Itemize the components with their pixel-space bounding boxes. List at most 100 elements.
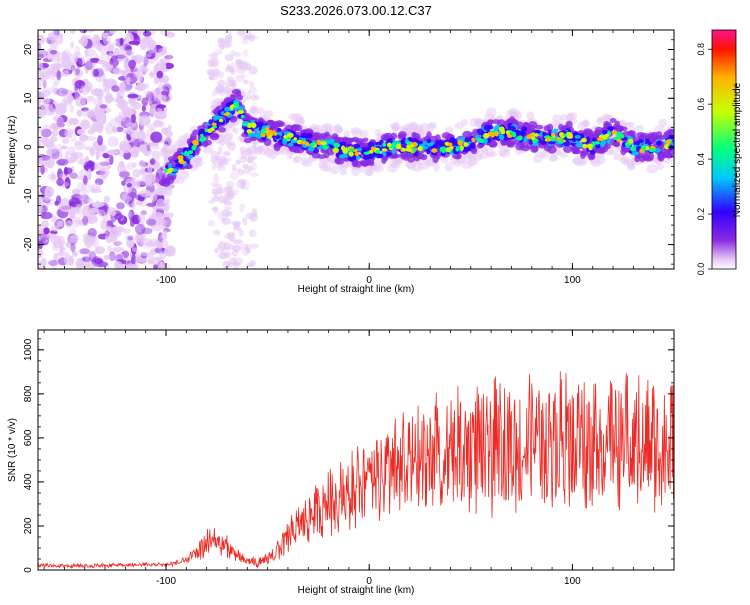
spectrogram-blob bbox=[167, 156, 177, 162]
spectrogram-blob bbox=[200, 133, 204, 138]
spectrogram-blob bbox=[93, 68, 99, 77]
spectrogram-blob bbox=[38, 141, 41, 148]
spectrogram-blob bbox=[343, 130, 350, 139]
y-tick-label: 20 bbox=[23, 44, 34, 56]
spectrogram-blob bbox=[224, 234, 232, 239]
spectrogram-blob bbox=[84, 61, 93, 71]
spectrogram-blob bbox=[76, 128, 86, 135]
spectrogram-blob bbox=[588, 130, 595, 139]
spectrogram-blob bbox=[233, 101, 239, 107]
spectrogram-blob bbox=[407, 123, 419, 130]
spectrogram-blob bbox=[141, 160, 146, 173]
spectrogram-blob bbox=[69, 234, 79, 239]
spectrogram-blob bbox=[507, 141, 514, 146]
spectrogram-blob bbox=[237, 110, 244, 114]
spectrogram-blob bbox=[233, 261, 239, 266]
spectrogram-blob bbox=[474, 134, 480, 139]
spectrogram-blob bbox=[286, 132, 294, 138]
spectrogram-blob bbox=[160, 78, 167, 84]
spectrogram-blob bbox=[223, 112, 230, 116]
spectrogram-blob bbox=[273, 132, 278, 136]
spectrogram-blob bbox=[229, 93, 236, 99]
spectrogram-blob bbox=[634, 140, 641, 146]
spectrogram-blob bbox=[383, 132, 390, 141]
spectrogram-blob bbox=[500, 129, 506, 135]
spectrogram-blob bbox=[131, 247, 138, 253]
spectrogram-blob bbox=[95, 144, 107, 152]
spectrogram-blob bbox=[68, 117, 79, 125]
spectrogram-blob bbox=[521, 126, 528, 132]
y-tick-label: 1000 bbox=[23, 338, 34, 361]
spectrogram-blob bbox=[208, 219, 216, 227]
spectrogram-blob bbox=[85, 136, 97, 142]
spectrogram-blob bbox=[140, 252, 148, 259]
snr-background bbox=[38, 330, 674, 570]
spectrogram-blob bbox=[483, 124, 491, 131]
spectrogram-blob bbox=[543, 125, 551, 132]
spectrogram-blob bbox=[125, 122, 137, 128]
spectrogram-blob bbox=[515, 110, 523, 121]
spectrogram-blob bbox=[485, 151, 498, 157]
spectrogram-blob bbox=[223, 186, 233, 191]
spectrogram-blob bbox=[99, 220, 108, 231]
spectrogram-blob bbox=[645, 146, 650, 151]
spectrogram-blob bbox=[75, 257, 84, 269]
spectrogram-blob bbox=[242, 79, 249, 84]
spectrogram-blob bbox=[145, 91, 154, 102]
spectrogram-blob bbox=[45, 196, 50, 202]
spectrogram-blob bbox=[421, 137, 428, 142]
spectrogram-blob bbox=[54, 34, 64, 45]
spectrogram-blob bbox=[232, 163, 237, 172]
spectrogram-blob bbox=[45, 128, 52, 137]
spectrogram-blob bbox=[144, 241, 157, 247]
spectrogram-blob bbox=[155, 198, 166, 210]
spectrogram-blob bbox=[305, 142, 310, 147]
spectrogram-blob bbox=[655, 135, 666, 141]
spectrogram-blob bbox=[99, 167, 110, 177]
spectrogram-blob bbox=[661, 157, 673, 164]
spectrogram-blob bbox=[211, 122, 217, 126]
spectrogram-blob bbox=[126, 46, 132, 56]
spectrogram-blob bbox=[323, 150, 330, 159]
spectrogram-blob bbox=[123, 49, 134, 59]
spectrogram-blob bbox=[74, 140, 86, 151]
spectrogram-blob bbox=[116, 126, 124, 133]
spectrogram-blob bbox=[49, 40, 59, 53]
spectrogram-blob bbox=[161, 230, 168, 241]
spectrogram-blob bbox=[58, 158, 69, 166]
spectrogram-blob bbox=[69, 172, 78, 179]
spectrogram-blob bbox=[343, 147, 348, 152]
spectrogram-blob bbox=[267, 129, 273, 134]
spectrogram-blob bbox=[97, 96, 104, 105]
spectrogram-blob bbox=[249, 94, 260, 101]
colorbar-label: Normalized spectral amplitude bbox=[732, 82, 743, 217]
spectrogram-blob bbox=[109, 247, 120, 255]
spectrogram-blob bbox=[64, 127, 73, 139]
spectrogram-blob bbox=[153, 211, 163, 222]
spectrogram-blob bbox=[491, 119, 501, 124]
spectrogram-blob bbox=[73, 51, 81, 58]
spectrogram-blob bbox=[292, 142, 298, 147]
y-tick-label: 0 bbox=[23, 144, 34, 150]
spectrogram-blob bbox=[86, 30, 95, 33]
spectrogram-blob bbox=[57, 251, 69, 256]
spectrogram-blob bbox=[365, 168, 373, 176]
spectrogram-blob bbox=[134, 85, 146, 91]
spectrogram-blob bbox=[426, 149, 431, 155]
colorbar: 0.0 0.2 0.4 0.6 0.8 Normalized spectral ampl… bbox=[696, 29, 743, 275]
spectrogram-blob bbox=[604, 133, 610, 138]
spectrogram-blob bbox=[646, 164, 658, 174]
spectrogram-blob bbox=[111, 85, 120, 92]
spectrogram-blob bbox=[248, 86, 257, 95]
spectrogram-blob bbox=[136, 69, 143, 82]
spectrogram-blob bbox=[249, 259, 256, 267]
spectrogram-blob bbox=[57, 57, 63, 68]
spectrogram-blob bbox=[121, 180, 126, 186]
spectrogram-blob bbox=[143, 30, 152, 37]
spectrogram-blob bbox=[146, 144, 151, 152]
spectrogram-blob bbox=[235, 75, 244, 83]
spectrogram-blob bbox=[99, 104, 108, 109]
spectrogram-blob bbox=[51, 225, 59, 232]
spectrogram-blob bbox=[38, 248, 44, 259]
